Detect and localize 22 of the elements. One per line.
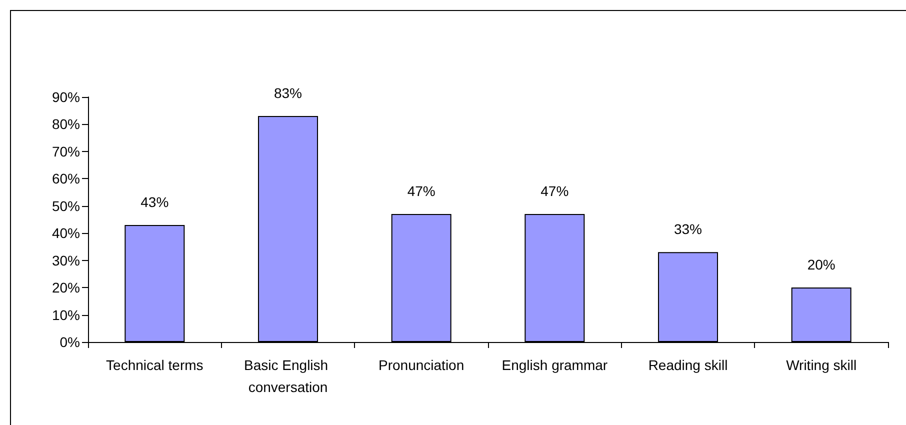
x-tick-label: Reading skill	[648, 357, 728, 373]
x-tick-label: English grammar	[502, 357, 608, 373]
data-label: 83%	[274, 85, 302, 102]
data-label: 20%	[807, 256, 836, 273]
y-tick-label: 30%	[52, 252, 80, 268]
data-label: 47%	[407, 183, 436, 200]
x-tick-label: Technical terms	[106, 357, 204, 373]
data-label: 47%	[540, 183, 569, 200]
y-tick-label: 70%	[52, 143, 80, 160]
y-tick-label: 60%	[52, 170, 80, 187]
y-tick-label: 50%	[52, 198, 80, 214]
data-label: 33%	[674, 221, 702, 238]
y-tick-label: 40%	[52, 225, 80, 242]
x-tick-label: Basic English conversation	[244, 357, 332, 395]
x-tick-label: Writing skill	[786, 357, 857, 373]
y-tick-label: 10%	[52, 306, 80, 323]
y-tick-label: 0%	[60, 334, 80, 350]
y-tick-label: 20%	[52, 280, 80, 296]
y-tick-label: 80%	[52, 116, 80, 132]
x-tick-label: Pronunciation	[378, 357, 464, 373]
data-label: 43%	[140, 194, 169, 210]
y-tick-label: 90%	[52, 89, 80, 105]
